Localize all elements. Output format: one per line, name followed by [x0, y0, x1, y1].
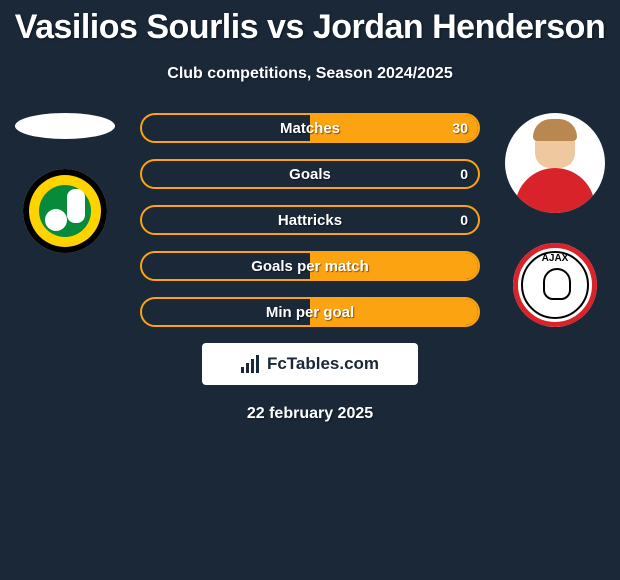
player-left-photo-placeholder: [15, 113, 115, 139]
stat-row: Hattricks0: [140, 205, 480, 235]
subtitle: Club competitions, Season 2024/2025: [0, 65, 620, 83]
stat-value-right: 30: [452, 120, 468, 136]
comparison-panel: AJAX Matches30Goals0Hattricks0Goals per …: [0, 113, 620, 423]
stat-row: Matches30: [140, 113, 480, 143]
stats-list: Matches30Goals0Hattricks0Goals per match…: [140, 113, 480, 327]
stat-label: Min per goal: [142, 304, 478, 321]
stat-value-right: 0: [460, 166, 468, 182]
stat-label: Goals: [142, 166, 478, 183]
right-player-column: AJAX: [500, 113, 610, 327]
ajax-badge-text: AJAX: [513, 253, 597, 264]
club-badge-fortuna: [23, 169, 107, 253]
brand-badge: FcTables.com: [202, 343, 418, 385]
date-label: 22 february 2025: [0, 405, 620, 423]
left-player-column: [10, 113, 120, 253]
player-right-photo: [505, 113, 605, 213]
stat-value-right: 0: [460, 212, 468, 228]
stat-row: Goals per match: [140, 251, 480, 281]
stat-label: Matches: [142, 120, 478, 137]
stat-label: Goals per match: [142, 258, 478, 275]
brand-text: FcTables.com: [267, 354, 379, 374]
stat-row: Goals0: [140, 159, 480, 189]
club-badge-ajax: AJAX: [513, 243, 597, 327]
stat-label: Hattricks: [142, 212, 478, 229]
stat-row: Min per goal: [140, 297, 480, 327]
page-title: Vasilios Sourlis vs Jordan Henderson: [0, 0, 620, 47]
bars-icon: [241, 355, 263, 373]
